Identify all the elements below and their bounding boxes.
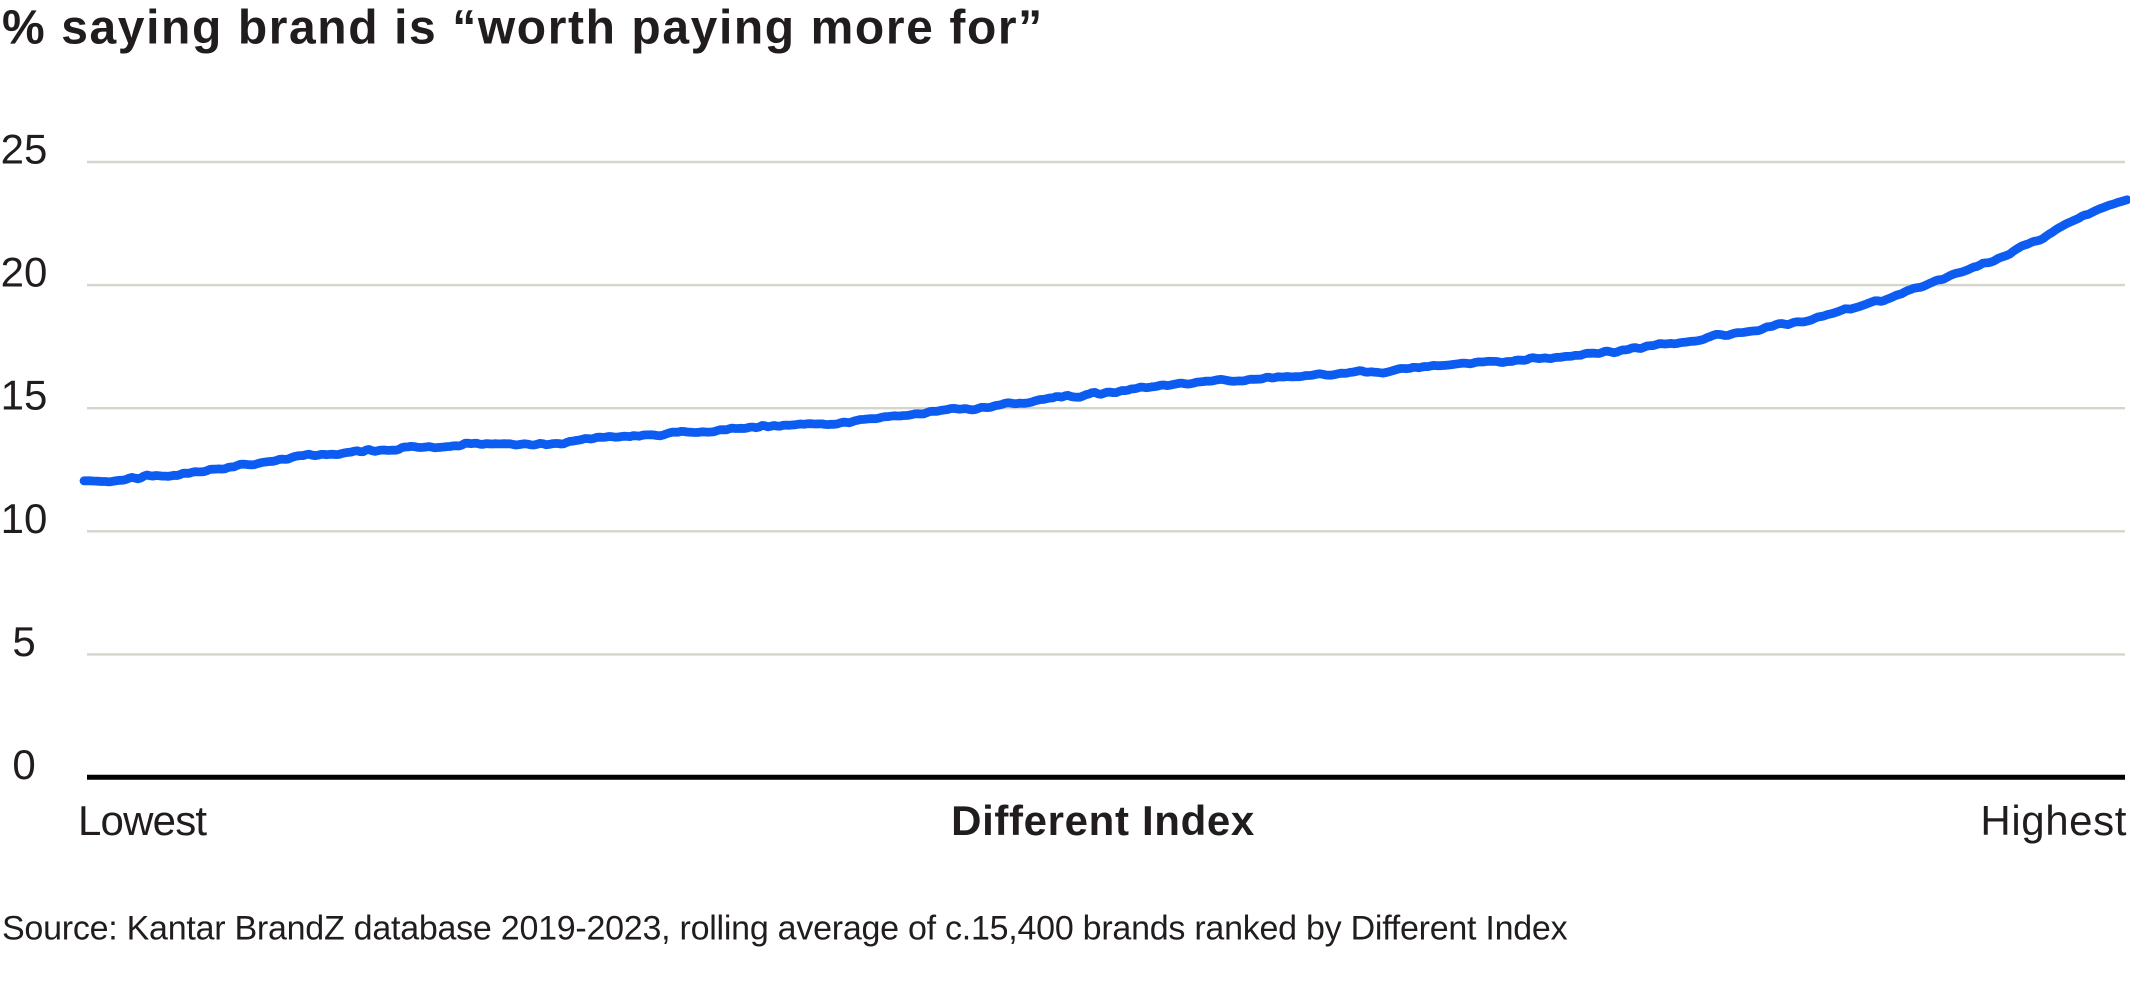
svg-text:Lowest: Lowest bbox=[78, 797, 207, 844]
svg-text:10: 10 bbox=[1, 495, 48, 542]
svg-text:25: 25 bbox=[1, 126, 48, 173]
svg-text:20: 20 bbox=[1, 249, 48, 296]
svg-text:Source: Kantar BrandZ database: Source: Kantar BrandZ database 2019-2023… bbox=[2, 910, 1568, 948]
svg-text:0: 0 bbox=[12, 741, 35, 788]
svg-text:5: 5 bbox=[12, 618, 35, 665]
svg-text:15: 15 bbox=[1, 372, 48, 419]
svg-text:Different Index: Different Index bbox=[951, 797, 1255, 844]
svg-text:% saying brand is “worth payin: % saying brand is “worth paying more for… bbox=[2, 2, 1044, 55]
svg-text:Highest: Highest bbox=[1980, 797, 2127, 844]
